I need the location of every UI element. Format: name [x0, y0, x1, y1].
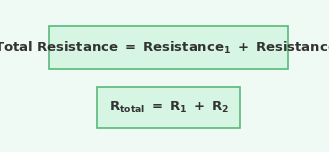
- FancyBboxPatch shape: [97, 87, 240, 128]
- FancyBboxPatch shape: [49, 26, 289, 69]
- Text: $\mathregular{R_{total}\ =\ R_1\ +\ R_2}$: $\mathregular{R_{total}\ =\ R_1\ +\ R_2}…: [109, 100, 229, 115]
- Text: $\mathregular{Total\ Resistance\ =\ Resistance_1\ +\ Resistance_2}$: $\mathregular{Total\ Resistance\ =\ Resi…: [0, 40, 329, 55]
